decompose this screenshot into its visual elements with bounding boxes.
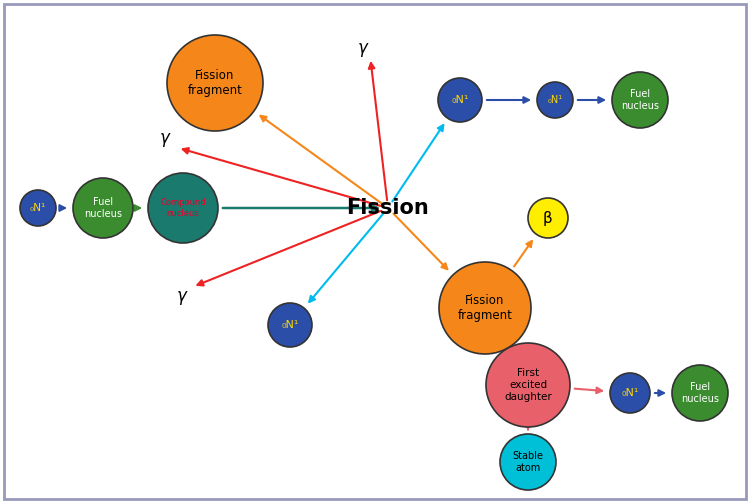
Text: ₀N¹: ₀N¹ [452, 95, 469, 105]
Circle shape [20, 190, 56, 226]
Text: Fission: Fission [346, 198, 429, 218]
Text: ₀N¹: ₀N¹ [30, 203, 46, 213]
Text: Compound
nucleus: Compound nucleus [160, 198, 206, 218]
Text: Fission
fragment: Fission fragment [458, 294, 512, 322]
Text: Fuel
nucleus: Fuel nucleus [621, 89, 659, 111]
Text: Stable
atom: Stable atom [512, 451, 544, 473]
Text: ₀N¹: ₀N¹ [548, 95, 562, 105]
Text: γ: γ [358, 39, 368, 57]
Text: Fuel
nucleus: Fuel nucleus [84, 197, 122, 219]
Text: Fuel
nucleus: Fuel nucleus [681, 382, 719, 404]
Circle shape [439, 262, 531, 354]
Text: ₀N¹: ₀N¹ [281, 320, 298, 330]
Circle shape [268, 303, 312, 347]
Circle shape [610, 373, 650, 413]
Circle shape [500, 434, 556, 490]
Circle shape [528, 198, 568, 238]
Text: ₀N¹: ₀N¹ [621, 388, 639, 398]
Text: β: β [543, 210, 553, 225]
Text: First
excited
daughter: First excited daughter [504, 368, 552, 401]
Text: Fission
fragment: Fission fragment [188, 69, 242, 97]
Text: γ: γ [160, 129, 170, 147]
Circle shape [612, 72, 668, 128]
Circle shape [537, 82, 573, 118]
Circle shape [486, 343, 570, 427]
Circle shape [438, 78, 482, 122]
FancyBboxPatch shape [4, 4, 746, 499]
Circle shape [672, 365, 728, 421]
Circle shape [73, 178, 133, 238]
Circle shape [167, 35, 263, 131]
Circle shape [148, 173, 218, 243]
Text: γ: γ [177, 287, 187, 305]
